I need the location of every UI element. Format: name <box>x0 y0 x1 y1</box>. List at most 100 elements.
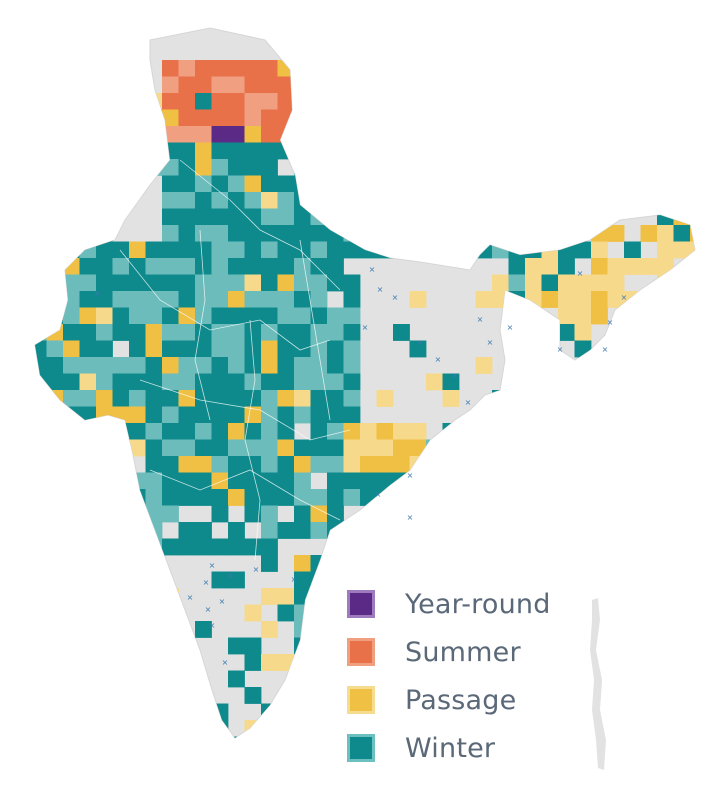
grid-cell-summer-light <box>162 126 179 143</box>
grid-cell-winter <box>690 571 695 589</box>
grid-cell-summer <box>228 93 245 110</box>
grid-cell-winter-light <box>690 489 695 506</box>
grid-cell-winter <box>162 489 179 506</box>
grid-cell-winter-light <box>261 439 278 457</box>
grid-cell-winter <box>343 159 361 176</box>
grid-cell-winter <box>261 373 278 391</box>
grid-cell-winter-light <box>574 423 592 440</box>
grid-cell-winter <box>426 175 443 193</box>
grid-cell-passage-light <box>657 159 674 176</box>
grid-cell-passage <box>673 604 691 622</box>
grid-cell-winter <box>129 703 146 721</box>
grid-cell-winter <box>657 703 674 721</box>
grid-cell-winter <box>442 472 460 490</box>
grid-cell-winter <box>640 736 658 738</box>
grid-cell-winter <box>244 489 262 506</box>
grid-cell-winter <box>624 736 641 738</box>
grid-cell-winter-light <box>574 390 592 407</box>
record-cross-marker: × <box>209 561 216 570</box>
grid-cell-winter <box>607 439 625 457</box>
grid-cell-passage <box>376 175 394 193</box>
state-border-line <box>119 249 331 351</box>
grid-cell-winter <box>327 175 344 193</box>
grid-cell-winter <box>459 456 476 473</box>
grid-cell-winter-light <box>145 258 163 275</box>
grid-cell-winter <box>459 142 476 160</box>
grid-cell-passage-light <box>640 258 658 275</box>
grid-cell-winter <box>624 439 641 457</box>
grid-cell-winter-light <box>211 456 229 473</box>
grid-cell-winter <box>244 390 262 407</box>
grid-cell-winter <box>228 637 245 655</box>
grid-cell-winter-light <box>129 390 146 407</box>
grid-cell-winter <box>112 307 130 325</box>
grid-cell-passage <box>574 142 592 160</box>
grid-cell-summer <box>195 60 212 77</box>
grid-cell-winter <box>79 142 97 160</box>
grid-cell-winter-light <box>640 637 658 655</box>
grid-cell-passage <box>294 555 311 572</box>
grid-cell-winter <box>112 159 130 176</box>
grid-cell-passage-light <box>574 175 592 193</box>
grid-cell-winter <box>112 324 130 341</box>
grid-cell-winter-light <box>112 142 130 160</box>
grid-cell-winter <box>607 423 625 440</box>
grid-cell-passage-light <box>541 241 559 259</box>
grid-cell-winter <box>310 225 328 242</box>
grid-cell-winter <box>63 241 80 259</box>
grid-cell-winter <box>591 423 608 440</box>
grid-cell-winter <box>607 604 625 622</box>
grid-cell-winter <box>310 307 328 325</box>
grid-cell-winter <box>673 555 691 572</box>
grid-cell-passage-light <box>112 192 130 209</box>
grid-cell-winter <box>640 538 658 556</box>
grid-cell-winter <box>178 142 196 160</box>
grid-cell-winter <box>607 390 625 407</box>
grid-cell-winter <box>343 472 361 490</box>
grid-cell-winter <box>261 307 278 325</box>
grid-cell-winter <box>244 208 262 226</box>
grid-cell-winter <box>145 439 163 457</box>
grid-cell-winter-light <box>574 472 592 490</box>
grid-cell-winter <box>96 571 113 589</box>
grid-cell-winter-light <box>343 142 361 160</box>
grid-cell-winter <box>112 423 130 440</box>
grid-cell-winter <box>277 604 295 622</box>
grid-cell-winter <box>178 423 196 440</box>
grid-cell-winter <box>96 340 113 358</box>
grid-cell-winter <box>162 175 179 193</box>
grid-cell-winter-light <box>376 159 394 176</box>
grid-cell-passage-light <box>492 291 509 308</box>
grid-cell-winter-light <box>145 505 163 523</box>
grid-cell-winter-light <box>640 522 658 539</box>
grid-cell-winter <box>46 307 64 325</box>
grid-cell-winter <box>228 142 245 160</box>
grid-cell-winter-light <box>96 687 113 704</box>
grid-cell-passage-light <box>211 736 229 738</box>
record-cross-marker: × <box>452 371 459 380</box>
grid-cell-winter <box>35 703 47 721</box>
record-cross-marker: × <box>291 575 298 584</box>
grid-cell-passage <box>459 472 476 490</box>
grid-cell-winter <box>541 538 559 556</box>
state-border-line <box>194 229 211 421</box>
grid-cell-passage <box>79 307 97 325</box>
grid-cell-winter <box>46 208 64 226</box>
grid-cell-passage <box>79 423 97 440</box>
grid-cell-winter-light <box>310 357 328 374</box>
grid-cell-winter <box>525 307 542 325</box>
grid-cell-winter-light <box>79 621 97 638</box>
grid-cell-winter <box>492 208 509 226</box>
grid-cell-passage <box>541 505 559 523</box>
grid-cell-passage-light <box>558 225 575 242</box>
record-cross-marker: × <box>219 597 226 606</box>
grid-cell-winter <box>343 291 361 308</box>
grid-cell-winter <box>294 126 311 143</box>
grid-cell-winter-light <box>624 588 641 605</box>
grid-cell-winter <box>96 456 113 473</box>
grid-cell-passage-light <box>558 307 575 325</box>
grid-cell-winter <box>327 505 344 523</box>
record-cross-marker: × <box>407 471 414 480</box>
grid-cell-passage <box>360 126 377 143</box>
grid-cell-winter-light <box>63 109 80 127</box>
